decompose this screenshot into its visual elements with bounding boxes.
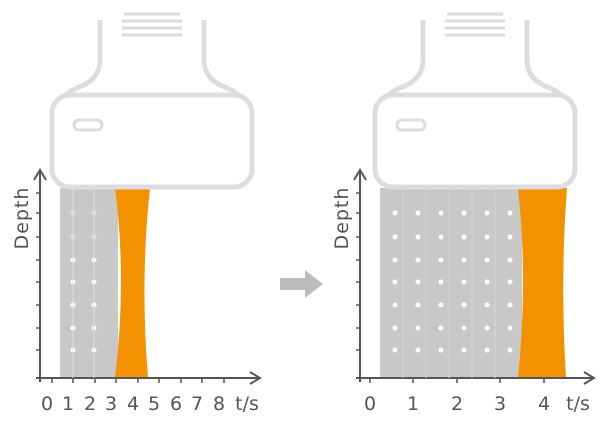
dot bbox=[438, 347, 444, 353]
probe bbox=[375, 14, 575, 187]
x-tick-label: 7 bbox=[191, 393, 203, 415]
dot bbox=[392, 347, 398, 353]
dot bbox=[507, 234, 513, 240]
x-tick-label: 4 bbox=[538, 393, 550, 415]
x-tick-label: 8 bbox=[213, 393, 225, 415]
dot bbox=[415, 234, 421, 240]
dot bbox=[461, 325, 467, 331]
dot bbox=[484, 302, 490, 308]
dot bbox=[392, 325, 398, 331]
x-tick-label: 5 bbox=[148, 393, 160, 415]
dot bbox=[392, 279, 398, 285]
dot bbox=[415, 279, 421, 285]
dot bbox=[438, 302, 444, 308]
x-tick-label: 1 bbox=[62, 393, 74, 415]
dot bbox=[461, 234, 467, 240]
dot bbox=[415, 302, 421, 308]
left-panel bbox=[33, 14, 262, 385]
dot bbox=[415, 347, 421, 353]
x-tick-label: 2 bbox=[84, 393, 96, 415]
dot bbox=[438, 210, 444, 216]
dot bbox=[415, 325, 421, 331]
x-tick-label: 3 bbox=[105, 393, 117, 415]
dot bbox=[484, 347, 490, 353]
dot bbox=[507, 347, 513, 353]
wave bbox=[115, 188, 150, 378]
tissue bbox=[60, 188, 118, 378]
x-tick-label: 4 bbox=[127, 393, 139, 415]
axis-unit: t/s bbox=[566, 393, 590, 415]
x-tick-label: 6 bbox=[170, 393, 182, 415]
axis-unit: t/s bbox=[235, 393, 259, 415]
dot bbox=[484, 325, 490, 331]
dot bbox=[392, 257, 398, 263]
axes bbox=[353, 168, 596, 385]
dot bbox=[438, 257, 444, 263]
dot bbox=[461, 257, 467, 263]
dot bbox=[507, 325, 513, 331]
dot bbox=[415, 210, 421, 216]
dot bbox=[507, 302, 513, 308]
dot bbox=[507, 257, 513, 263]
tissue bbox=[380, 188, 522, 378]
probe bbox=[52, 14, 252, 187]
dot bbox=[461, 210, 467, 216]
x-tick-label: 0 bbox=[41, 393, 53, 415]
dot bbox=[392, 210, 398, 216]
dot bbox=[507, 279, 513, 285]
dot bbox=[415, 257, 421, 263]
dot bbox=[438, 234, 444, 240]
x-tick-label: 2 bbox=[451, 393, 463, 415]
dot bbox=[461, 279, 467, 285]
dot bbox=[484, 234, 490, 240]
axis-label: Depth bbox=[331, 187, 353, 250]
dot bbox=[507, 210, 513, 216]
axes bbox=[33, 168, 262, 385]
dot bbox=[484, 210, 490, 216]
dot bbox=[461, 347, 467, 353]
dot bbox=[438, 279, 444, 285]
x-tick-label: 3 bbox=[494, 393, 506, 415]
right-panel bbox=[353, 14, 596, 385]
dot bbox=[392, 302, 398, 308]
wave bbox=[518, 188, 567, 378]
dot bbox=[438, 325, 444, 331]
arrow bbox=[280, 270, 323, 298]
dot bbox=[461, 302, 467, 308]
x-tick-label: 1 bbox=[407, 393, 419, 415]
dot bbox=[484, 279, 490, 285]
x-tick-label: 0 bbox=[364, 393, 376, 415]
dot bbox=[392, 234, 398, 240]
axis-label: Depth bbox=[11, 187, 33, 250]
dot bbox=[484, 257, 490, 263]
